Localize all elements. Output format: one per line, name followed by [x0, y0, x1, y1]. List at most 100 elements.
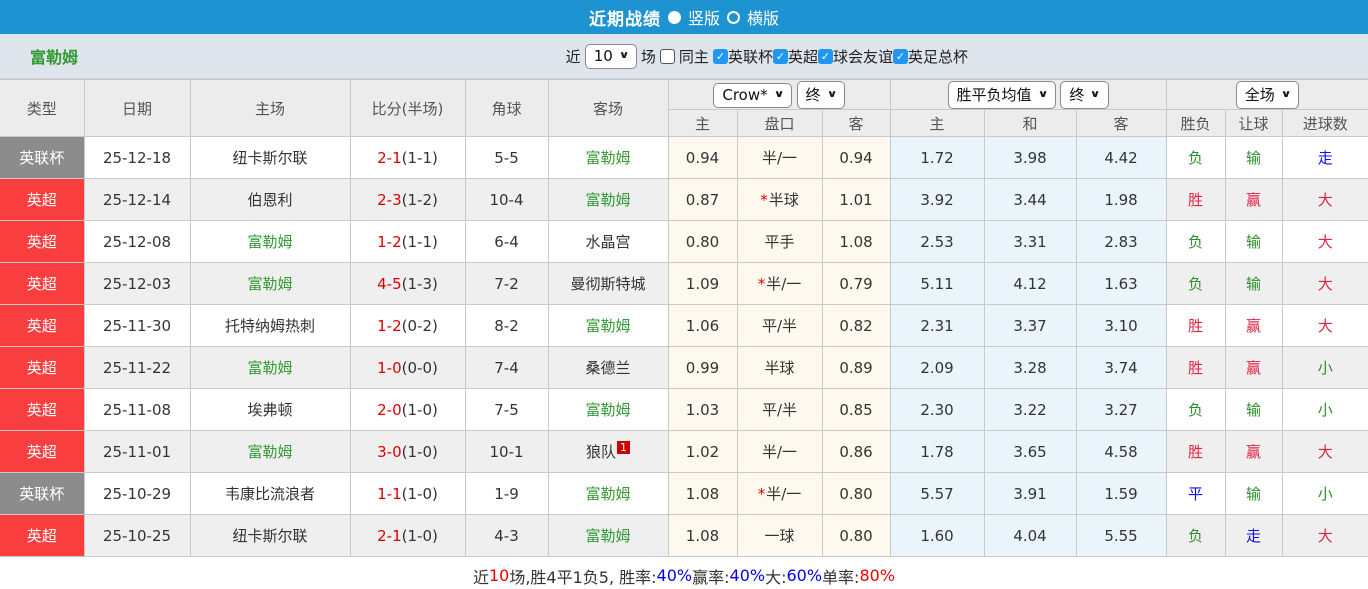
- avg-away-odds-cell: 3.27: [1075, 388, 1167, 431]
- avg-draw-odds-cell: 3.65: [983, 430, 1077, 473]
- home-team-cell: 托特纳姆热刺: [189, 304, 351, 347]
- team-name: 富勒姆: [30, 48, 79, 67]
- page-title: 近期战绩: [588, 9, 661, 30]
- ah-home-odds-cell: 0.99: [667, 346, 738, 389]
- same-home-label[interactable]: 同主: [678, 47, 709, 66]
- date-cell: 25-10-25: [83, 514, 191, 557]
- avg-away-odds-cell: 2.83: [1075, 220, 1167, 263]
- avg-home-odds-cell: 5.57: [889, 472, 985, 515]
- recent-count-select[interactable]: 10 ∨: [584, 43, 637, 69]
- avg-draw-odds-cell: 3.37: [983, 304, 1077, 347]
- avg-draw-odds-cell: 3.31: [983, 220, 1077, 263]
- league-filter: ✓ 英联杯: [712, 46, 773, 67]
- handicap-change-star: *: [760, 191, 768, 209]
- away-team-cell: 富勒姆: [547, 388, 669, 431]
- corners-cell: 5-5: [464, 136, 549, 179]
- home-team-cell: 伯恩利: [189, 178, 351, 221]
- horizontal-layout-radio[interactable]: [727, 10, 740, 24]
- table-row: 英超 25-11-30 托特纳姆热刺 1-2(0-2) 8-2 富勒姆 1.06 平/半 0.8…: [0, 304, 1368, 347]
- league-checkbox[interactable]: ✓: [817, 48, 833, 64]
- goals-result-cell: 大: [1281, 514, 1368, 557]
- goals-result-cell: 小: [1281, 346, 1368, 389]
- avg-home-odds-cell: 1.72: [889, 136, 985, 179]
- home-team-cell: 纽卡斯尔联: [189, 136, 351, 179]
- horizontal-layout-label[interactable]: 横版: [747, 9, 780, 28]
- away-team-cell: 富勒姆: [547, 304, 669, 347]
- ah-away-odds-cell: 0.80: [821, 514, 891, 557]
- match-result-cell: 负: [1165, 136, 1226, 179]
- score-cell: 2-1(1-0): [349, 514, 466, 557]
- away-team-cell: 富勒姆: [547, 472, 669, 515]
- league-filters: ✓ 英联杯 ✓ 英超 ✓ 球会友谊 ✓ 英足总杯: [712, 46, 968, 67]
- avg-draw-odds-cell: 4.04: [983, 514, 1077, 557]
- average-time-select[interactable]: 终 ∨: [1060, 80, 1109, 109]
- subheader-handicap: 盘口: [736, 109, 823, 137]
- handicap-cell: 平手: [736, 220, 823, 263]
- handicap-result-cell: 赢: [1224, 430, 1283, 473]
- handicap-cell: 半/一: [736, 136, 823, 179]
- scope-select-cell: 全场 ∨: [1165, 79, 1368, 110]
- league-checkbox[interactable]: ✓: [712, 48, 728, 64]
- avg-draw-odds-cell: 3.98: [983, 136, 1077, 179]
- league-checkbox[interactable]: ✓: [772, 48, 788, 64]
- avg-away-odds-cell: 3.10: [1075, 304, 1167, 347]
- league-type-cell: 英超: [0, 346, 85, 389]
- handicap-result-cell: 赢: [1224, 178, 1283, 221]
- table-row: 英超 25-10-25 纽卡斯尔联 2-1(1-0) 4-3 富勒姆 1.08 一球 0.80 1…: [0, 514, 1368, 557]
- vertical-layout-radio[interactable]: [667, 10, 681, 24]
- league-label[interactable]: 英足总杯: [907, 47, 968, 66]
- league-label[interactable]: 英联杯: [727, 47, 773, 66]
- avg-away-odds-cell: 4.58: [1075, 430, 1167, 473]
- ah-away-odds-cell: 1.01: [821, 178, 891, 221]
- handicap-cell: 一球: [736, 514, 823, 557]
- ah-away-odds-cell: 0.82: [821, 304, 891, 347]
- avg-draw-odds-cell: 3.28: [983, 346, 1077, 389]
- date-cell: 25-11-22: [83, 346, 191, 389]
- goals-result-cell: 大: [1281, 262, 1368, 305]
- match-result-cell: 负: [1165, 220, 1226, 263]
- league-filter: ✓ 英超: [772, 46, 818, 67]
- recent-prefix-label: 近: [565, 47, 581, 66]
- avg-home-odds-cell: 1.60: [889, 514, 985, 557]
- score-cell: 1-2(1-1): [349, 220, 466, 263]
- score-cell: 1-2(0-2): [349, 304, 466, 347]
- subheader-avg-draw: 和: [983, 109, 1077, 137]
- ah-home-odds-cell: 1.08: [667, 514, 738, 557]
- handicap-result-cell: 赢: [1224, 346, 1283, 389]
- odds-time-select[interactable]: 终 ∨: [796, 80, 845, 109]
- table-row: 英联杯 25-10-29 韦康比流浪者 1-1(1-0) 1-9 富勒姆 1.08 *半/一 0…: [0, 472, 1368, 515]
- goals-result-cell: 大: [1281, 220, 1368, 263]
- league-label[interactable]: 球会友谊: [832, 47, 893, 66]
- avg-draw-odds-cell: 3.91: [983, 472, 1077, 515]
- odds-company-select[interactable]: Crow* ∨: [713, 82, 792, 108]
- league-type-cell: 英联杯: [0, 472, 85, 515]
- scope-select[interactable]: 全场 ∨: [1235, 80, 1299, 109]
- league-type-cell: 英超: [0, 304, 85, 347]
- handicap-result-cell: 赢: [1224, 304, 1283, 347]
- score-cell: 2-1(1-1): [349, 136, 466, 179]
- handicap-result-cell: 输: [1224, 388, 1283, 431]
- avg-home-odds-cell: 2.53: [889, 220, 985, 263]
- corners-cell: 1-9: [464, 472, 549, 515]
- col-header-home: 主场: [189, 79, 351, 137]
- date-cell: 25-12-14: [83, 178, 191, 221]
- average-type-select[interactable]: 胜平负均值 ∨: [947, 80, 1056, 109]
- summary-segment: 60%: [786, 566, 823, 585]
- table-row: 英联杯 25-12-18 纽卡斯尔联 2-1(1-1) 5-5 富勒姆 0.94 半/一 0.9…: [0, 136, 1368, 179]
- league-label[interactable]: 英超: [787, 47, 818, 66]
- corners-cell: 4-3: [464, 514, 549, 557]
- goals-result-cell: 大: [1281, 178, 1368, 221]
- league-checkbox[interactable]: ✓: [892, 48, 908, 64]
- vertical-layout-label[interactable]: 竖版: [687, 9, 720, 28]
- avg-away-odds-cell: 3.74: [1075, 346, 1167, 389]
- same-home-checkbox[interactable]: [659, 48, 675, 64]
- col-header-date: 日期: [83, 79, 191, 137]
- handicap-selects-cell: Crow* ∨ 终 ∨: [667, 79, 891, 110]
- handicap-cell: 半球: [736, 346, 823, 389]
- summary-footer: 近 10 场,胜4平1负5, 胜率: 40% 赢率: 40% 大: 60% 单率: 80%: [0, 557, 1368, 589]
- corners-cell: 7-4: [464, 346, 549, 389]
- summary-segment: 80%: [859, 566, 896, 585]
- average-selects-cell: 胜平负均值 ∨ 终 ∨: [889, 79, 1167, 110]
- league-type-cell: 英超: [0, 430, 85, 473]
- subheader-ah-home: 主: [668, 109, 738, 137]
